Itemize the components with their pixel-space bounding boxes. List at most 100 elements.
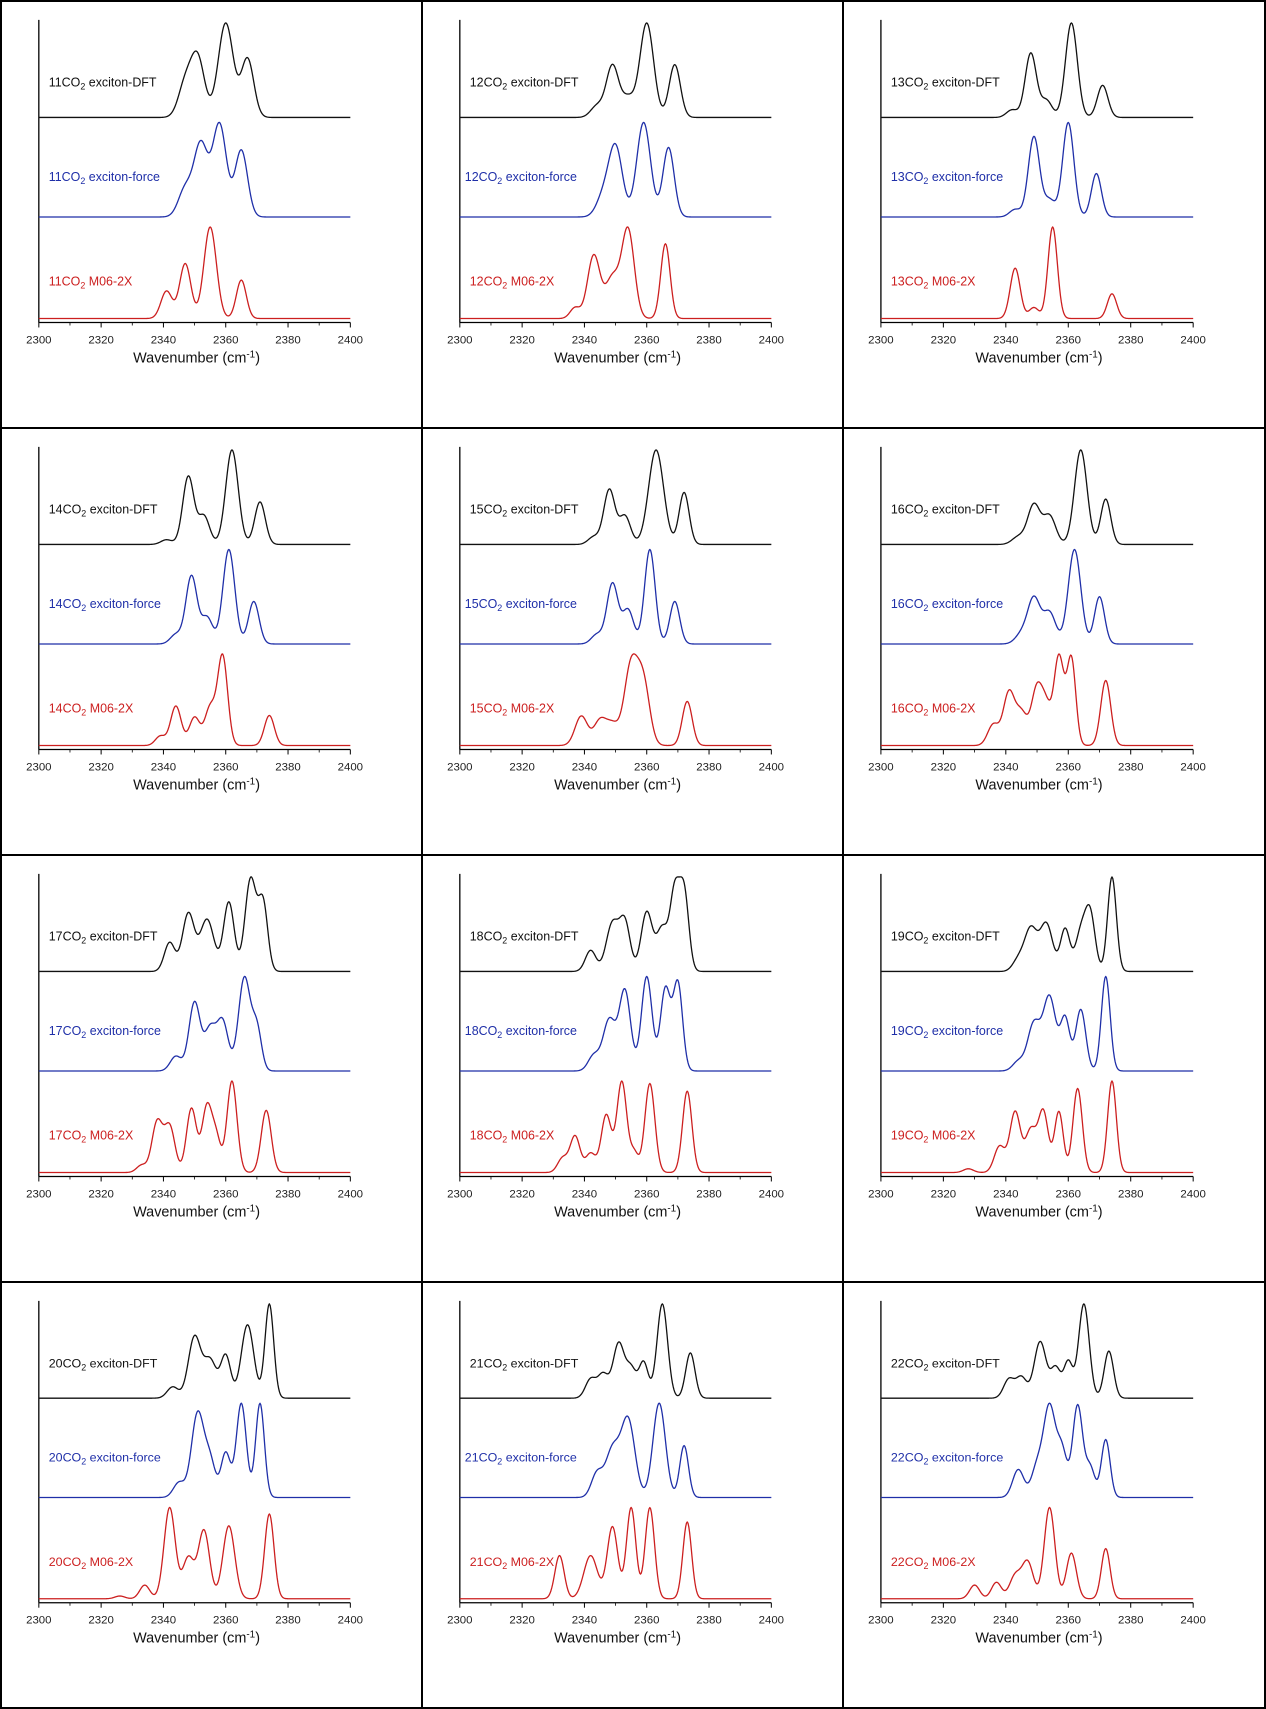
x-axis-label: Wavenumber (cm-1) xyxy=(554,1630,681,1647)
x-tick-label: 2300 xyxy=(868,761,893,773)
x-tick-label: 2380 xyxy=(275,1188,300,1200)
x-tick-label: 2400 xyxy=(759,1615,784,1627)
series-line xyxy=(880,975,1194,1072)
series-label: 13CO2 exciton-DFT xyxy=(891,76,1000,92)
series-label: 12CO2 exciton-DFT xyxy=(470,76,579,92)
series-line xyxy=(38,449,351,546)
series-label: 19CO2 exciton-force xyxy=(891,1024,1003,1040)
series-label: 21CO2 exciton-DFT xyxy=(470,1356,579,1372)
x-tick-label: 2320 xyxy=(88,334,113,346)
x-tick-label: 2320 xyxy=(931,1188,956,1200)
series-line xyxy=(38,226,351,320)
series-label: 16CO2 exciton-DFT xyxy=(891,503,1000,519)
x-tick-label: 2340 xyxy=(151,761,176,773)
series-label: 19CO2 M06-2X xyxy=(891,1129,976,1145)
series-label: 17CO2 exciton-DFT xyxy=(49,930,158,946)
spectrum-chart-12: 2300 2320 2340 2360 2380 2400 Wavenumber (cm-1… xyxy=(447,19,784,366)
spectrum-chart-18: 2300 2320 2340 2360 2380 2400 Wavenumber (cm-1… xyxy=(447,873,784,1220)
spectrum-panel-20: 2300 2320 2340 2360 2380 2400 Wavenumber (cm-1… xyxy=(2,1283,423,1707)
series-line xyxy=(38,1506,351,1600)
x-tick-label: 2380 xyxy=(1118,1615,1144,1627)
x-tick-label: 2340 xyxy=(572,1615,597,1627)
series-label: 18CO2 exciton-DFT xyxy=(470,930,579,946)
x-tick-label: 2360 xyxy=(213,334,238,346)
x-tick-label: 2400 xyxy=(759,334,784,346)
x-tick-label: 2360 xyxy=(634,334,659,346)
spectrum-panel-22: 2300 2320 2340 2360 2380 2400 Wavenumber (cm-1… xyxy=(844,1283,1264,1707)
x-tick-label: 2380 xyxy=(1118,1188,1143,1200)
series-label: 12CO2 M06-2X xyxy=(470,275,555,291)
series-line xyxy=(880,548,1194,645)
x-tick-label: 2340 xyxy=(572,334,597,346)
x-tick-label: 2320 xyxy=(509,1615,534,1627)
series-label: 15CO2 M06-2X xyxy=(470,702,555,718)
x-tick-label: 2300 xyxy=(447,334,472,346)
spectrum-chart-13: 2300 2320 2340 2360 2380 2400 Wavenumber (cm-1… xyxy=(868,19,1206,366)
series-label: 22CO2 exciton-force xyxy=(891,1451,1003,1467)
spectrum-chart-22: 2300 2320 2340 2360 2380 2400 Wavenumber (cm-1… xyxy=(868,1300,1206,1646)
series-line xyxy=(459,449,772,546)
x-tick-label: 2360 xyxy=(213,761,238,773)
x-tick-label: 2360 xyxy=(634,1615,659,1627)
x-tick-label: 2360 xyxy=(634,761,659,773)
series-line xyxy=(459,121,772,218)
series-label: 12CO2 exciton-force xyxy=(465,170,577,186)
x-tick-label: 2380 xyxy=(275,1615,300,1627)
x-tick-label: 2340 xyxy=(993,334,1018,346)
x-tick-label: 2300 xyxy=(868,1615,894,1627)
series-label: 22CO2 M06-2X xyxy=(891,1555,976,1571)
series-label: 13CO2 exciton-force xyxy=(891,170,1003,186)
x-tick-label: 2380 xyxy=(696,761,721,773)
series-line xyxy=(459,975,772,1072)
series-line xyxy=(880,22,1194,119)
spectrum-panel-12: 2300 2320 2340 2360 2380 2400 Wavenumber (cm-1… xyxy=(423,2,844,429)
series-label: 14CO2 M06-2X xyxy=(49,702,134,718)
spectrum-chart-20: 2300 2320 2340 2360 2380 2400 Wavenumber (cm-1… xyxy=(26,1300,363,1646)
spectrum-panel-18: 2300 2320 2340 2360 2380 2400 Wavenumber (cm-1… xyxy=(423,856,844,1283)
series-line xyxy=(459,1080,772,1174)
spectrum-chart-14: 2300 2320 2340 2360 2380 2400 Wavenumber (cm-1… xyxy=(26,446,363,793)
series-label: 18CO2 M06-2X xyxy=(470,1129,555,1145)
x-tick-label: 2300 xyxy=(26,1188,51,1200)
x-tick-label: 2400 xyxy=(1180,1188,1205,1200)
x-axis-label: Wavenumber (cm-1) xyxy=(133,1203,260,1220)
spectrum-panel-13: 2300 2320 2340 2360 2380 2400 Wavenumber (cm-1… xyxy=(844,2,1264,429)
series-line xyxy=(38,1402,351,1499)
x-tick-label: 2340 xyxy=(151,1615,176,1627)
x-tick-label: 2320 xyxy=(509,1188,534,1200)
series-label: 21CO2 exciton-force xyxy=(465,1451,577,1467)
x-tick-label: 2340 xyxy=(572,1188,597,1200)
series-label: 20CO2 exciton-force xyxy=(49,1451,161,1467)
spectrum-panel-17: 2300 2320 2340 2360 2380 2400 Wavenumber (cm-1… xyxy=(2,856,423,1283)
series-label: 17CO2 M06-2X xyxy=(49,1129,134,1145)
series-label: 18CO2 exciton-force xyxy=(465,1024,577,1040)
x-tick-label: 2320 xyxy=(509,761,534,773)
series-label: 15CO2 exciton-force xyxy=(465,597,577,613)
x-axis-label: Wavenumber (cm-1) xyxy=(975,776,1102,793)
series-line xyxy=(880,653,1194,747)
series-label: 19CO2 exciton-DFT xyxy=(891,930,1000,946)
series-label: 11CO2 M06-2X xyxy=(49,275,133,291)
x-tick-label: 2380 xyxy=(275,761,300,773)
series-line xyxy=(38,121,351,218)
x-tick-label: 2400 xyxy=(759,761,784,773)
x-tick-label: 2400 xyxy=(1180,1615,1206,1627)
series-label: 20CO2 M06-2X xyxy=(49,1555,134,1571)
x-tick-label: 2400 xyxy=(759,1188,784,1200)
x-tick-label: 2340 xyxy=(151,1188,176,1200)
series-line xyxy=(459,653,772,747)
series-line xyxy=(880,1303,1194,1399)
series-line xyxy=(459,876,772,973)
x-tick-label: 2340 xyxy=(993,1188,1018,1200)
series-line xyxy=(38,653,351,747)
spectrum-panel-19: 2300 2320 2340 2360 2380 2400 Wavenumber (cm-1… xyxy=(844,856,1264,1283)
x-tick-label: 2300 xyxy=(447,1615,472,1627)
x-tick-label: 2400 xyxy=(1180,761,1205,773)
x-axis-label: Wavenumber (cm-1) xyxy=(975,349,1102,366)
series-line xyxy=(880,1080,1194,1174)
series-line xyxy=(459,1303,772,1399)
series-line xyxy=(880,121,1194,218)
x-tick-label: 2340 xyxy=(151,334,176,346)
series-line xyxy=(880,226,1194,320)
